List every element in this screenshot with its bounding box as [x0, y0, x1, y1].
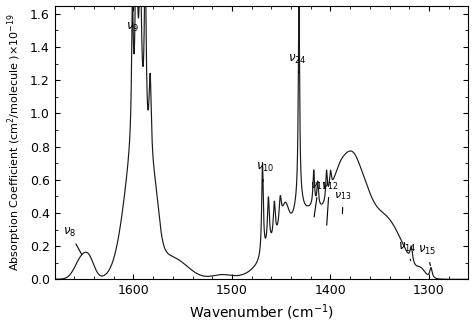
- Y-axis label: Absorption Coefficient (cm$^2$/molecule )$\times$10$^{-19}$: Absorption Coefficient (cm$^2$/molecule …: [6, 14, 24, 271]
- Text: $\nu_{12}$: $\nu_{12}$: [320, 180, 338, 225]
- Text: $\nu_9$: $\nu_9$: [126, 20, 139, 33]
- Text: $\nu_{24}$: $\nu_{24}$: [288, 53, 307, 72]
- Text: $\nu_{10}$: $\nu_{10}$: [255, 161, 274, 182]
- X-axis label: Wavenumber (cm$^{-1}$): Wavenumber (cm$^{-1}$): [189, 303, 334, 322]
- Text: $\nu_{14}$: $\nu_{14}$: [398, 240, 417, 261]
- Text: $\nu_{11}$: $\nu_{11}$: [310, 180, 327, 217]
- Text: $\nu_{15}$: $\nu_{15}$: [418, 244, 436, 266]
- Text: $\nu_8$: $\nu_8$: [63, 226, 82, 255]
- Text: $\nu_{13}$: $\nu_{13}$: [335, 190, 352, 214]
